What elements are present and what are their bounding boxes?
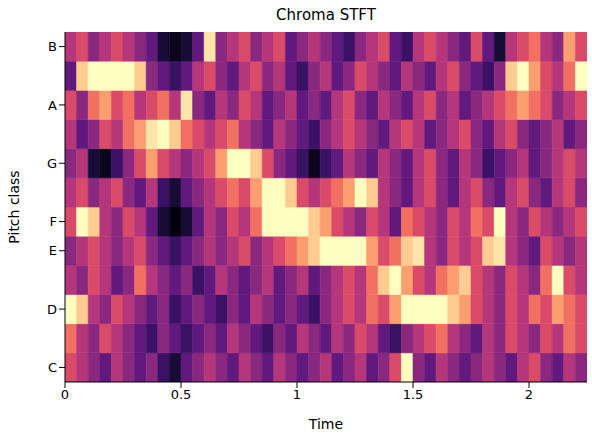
svg-text:C: C [48,360,57,375]
svg-text:B: B [48,39,57,54]
svg-text:2: 2 [525,387,533,402]
svg-text:1: 1 [293,387,301,402]
svg-text:A: A [48,98,57,113]
svg-text:Time: Time [308,416,343,432]
html-text:Chroma STFT: Chroma STFT [276,6,376,24]
svg-text:F: F [50,214,57,229]
svg-text:E: E [49,243,57,258]
svg-text:D: D [47,302,57,317]
svg-text:0: 0 [61,387,69,402]
svg-text:G: G [47,156,57,171]
svg-text:0.5: 0.5 [171,387,192,402]
svg-text:Pitch class: Pitch class [6,170,22,243]
svg-text:1.5: 1.5 [403,387,424,402]
